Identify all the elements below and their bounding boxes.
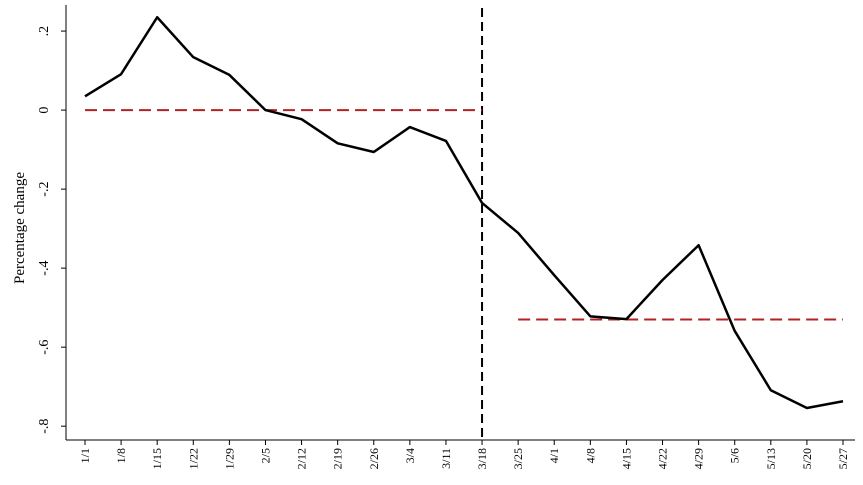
x-tick-label: 3/4: [403, 448, 417, 463]
x-tick-label: 3/25: [511, 448, 525, 469]
x-tick-label: 4/29: [692, 448, 706, 469]
x-tick-label: 1/15: [150, 448, 164, 469]
x-tick-label: 2/12: [295, 448, 309, 469]
y-tick-label: -.8: [37, 419, 52, 434]
y-tick-label: 0: [37, 107, 52, 114]
x-tick-label: 5/27: [836, 448, 850, 469]
x-tick-label: 3/11: [439, 448, 453, 469]
x-tick-label: 5/6: [728, 448, 742, 463]
data-line: [84, 15, 844, 410]
x-tick-label: 2/5: [258, 448, 272, 463]
y-tick-label: -.6: [37, 340, 52, 355]
x-tick-label: 1/29: [222, 448, 236, 469]
x-tick-label: 1/22: [186, 448, 200, 469]
y-axis-label: Percentage change: [12, 172, 28, 284]
y-tick-label: .2: [37, 26, 52, 37]
x-tick-label: 2/19: [331, 448, 345, 469]
x-tick-label: 4/15: [619, 448, 633, 469]
x-tick-label: 5/20: [800, 448, 814, 469]
x-tick-label: 4/8: [583, 448, 597, 463]
x-tick-label: 5/13: [764, 448, 778, 469]
x-tick-label: 3/18: [475, 448, 489, 469]
x-tick-label: 1/8: [114, 448, 128, 463]
x-tick-label: 2/26: [367, 448, 381, 469]
x-tick-label: 4/1: [547, 448, 561, 463]
x-tick-label: 4/22: [656, 448, 670, 469]
y-tick-label: -.4: [37, 261, 52, 276]
y-tick-label: -.2: [37, 182, 52, 197]
x-tick-label: 1/1: [78, 448, 92, 463]
